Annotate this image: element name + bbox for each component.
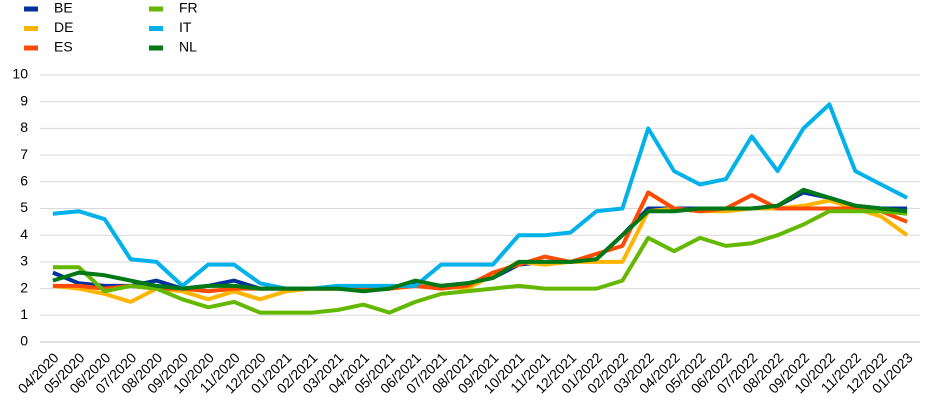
series-line bbox=[52, 209, 908, 315]
y-tick-label: 5 bbox=[20, 199, 28, 215]
legend-label: NL bbox=[179, 39, 197, 55]
series-line bbox=[52, 190, 908, 294]
y-tick-label: 4 bbox=[20, 226, 28, 242]
legend-label: ES bbox=[54, 39, 73, 55]
y-tick-label: 7 bbox=[20, 146, 28, 162]
y-tick-label: 0 bbox=[20, 333, 28, 349]
y-tick-label: 1 bbox=[20, 306, 28, 322]
y-tick-label: 9 bbox=[20, 92, 28, 108]
series-line bbox=[52, 187, 908, 294]
series-line bbox=[52, 102, 909, 291]
legend-label: DE bbox=[54, 19, 73, 35]
legend-label: BE bbox=[54, 0, 73, 16]
y-tick-label: 3 bbox=[20, 253, 28, 269]
legend-label: IT bbox=[179, 19, 192, 35]
legend-label: FR bbox=[179, 0, 198, 16]
y-tick-label: 2 bbox=[20, 279, 28, 295]
y-tick-label: 6 bbox=[20, 173, 28, 189]
y-tick-label: 8 bbox=[20, 119, 28, 135]
y-tick-label: 10 bbox=[12, 66, 28, 82]
